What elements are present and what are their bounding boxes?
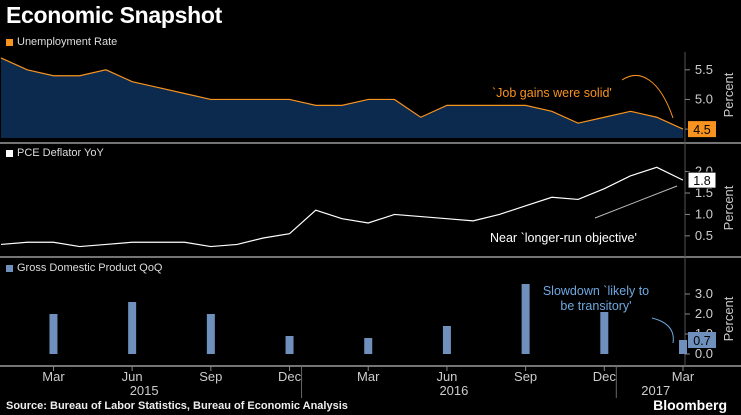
ytick-label: 1.5 <box>695 185 713 200</box>
xtick-label: Sep <box>514 369 537 384</box>
last-value-box <box>688 121 716 138</box>
gdp-bar <box>206 314 215 354</box>
unemployment-annotation-arrow <box>621 75 674 119</box>
year-label: 2015 <box>130 383 159 398</box>
gdp-bar <box>285 336 294 354</box>
pce-legend: PCE Deflator YoY <box>6 147 104 159</box>
pce-swatch <box>6 149 13 157</box>
xtick-label: Dec <box>593 369 617 384</box>
xtick-label: Jun <box>436 369 457 384</box>
last-value-label: 1.8 <box>693 174 710 188</box>
gdp-bar <box>128 302 137 354</box>
xtick-label: Jun <box>122 369 143 384</box>
gdp-annotation-line2: be transitory' <box>560 299 631 313</box>
unemployment-area <box>1 57 683 139</box>
xtick-label: Dec <box>278 369 302 384</box>
year-label: 2016 <box>439 383 468 398</box>
pce-annotation-arrow <box>594 185 678 219</box>
ylabel: Percent <box>721 72 736 117</box>
gdp-bar <box>521 284 530 354</box>
ytick-label: 0.5 <box>695 228 713 243</box>
unemployment-legend: Unemployment Rate <box>6 36 117 48</box>
xtick-label: Sep <box>199 369 222 384</box>
last-value-label: 4.5 <box>693 123 710 137</box>
ytick-label: 5.0 <box>695 91 713 106</box>
pce-annotation: Near `longer-run objective' <box>490 231 637 245</box>
xtick-label: Mar <box>42 369 65 384</box>
last-value-box <box>688 332 716 348</box>
gdp-annotation-line1: Slowdown `likely to <box>543 284 649 298</box>
unemployment-line <box>0 57 684 130</box>
gdp-annotation-arrow <box>651 317 674 344</box>
ytick-label: 0.0 <box>695 346 713 361</box>
ylabel: Percent <box>721 185 736 230</box>
gdp-bar <box>679 340 687 354</box>
pce-line <box>0 166 684 248</box>
chart-title: Economic Snapshot <box>6 2 222 28</box>
year-label: 2017 <box>641 383 670 398</box>
gdp-bar <box>364 338 373 354</box>
gdp-bar <box>49 314 58 354</box>
source-note: Source: Bureau of Labor Statistics, Bure… <box>6 400 348 412</box>
unemployment-annotation: `Job gains were solid' <box>492 86 612 100</box>
gdp-swatch <box>6 264 13 272</box>
gdp-bar <box>442 326 451 354</box>
ytick-label: 2.0 <box>695 306 713 321</box>
unemployment-swatch <box>6 38 13 46</box>
unemployment-label: Unemployment Rate <box>17 36 118 48</box>
gdp-label: Gross Domestic Product QoQ <box>17 262 163 274</box>
pce-label: PCE Deflator YoY <box>17 147 104 159</box>
gdp-bar <box>600 312 609 354</box>
ytick-label: 5.5 <box>695 62 713 77</box>
xtick-label: Mar <box>357 369 380 384</box>
last-value-box <box>687 171 717 189</box>
xtick-label: Mar <box>672 369 695 384</box>
ytick-label: 1.0 <box>695 206 713 221</box>
bloomberg-logo: Bloomberg <box>653 397 727 413</box>
gdp-legend: Gross Domestic Product QoQ <box>6 262 163 274</box>
ylabel: Percent <box>721 296 736 341</box>
ytick-label: 3.0 <box>695 286 713 301</box>
last-value-label: 0.7 <box>693 334 710 348</box>
